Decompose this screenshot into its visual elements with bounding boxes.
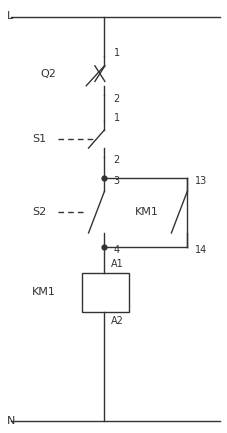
Text: 14: 14 — [195, 245, 207, 255]
Text: L: L — [7, 11, 13, 21]
Text: S2: S2 — [32, 207, 46, 217]
Text: A2: A2 — [111, 316, 124, 326]
Text: Q2: Q2 — [41, 69, 57, 80]
Text: 1: 1 — [114, 113, 120, 123]
Text: A1: A1 — [111, 259, 124, 269]
Text: 2: 2 — [114, 155, 120, 165]
Text: S1: S1 — [32, 134, 46, 145]
Text: 4: 4 — [114, 245, 120, 255]
Bar — [82, 273, 129, 312]
Text: N: N — [7, 416, 15, 426]
Text: KM1: KM1 — [32, 287, 56, 297]
Text: 13: 13 — [195, 176, 207, 186]
Text: 2: 2 — [114, 94, 120, 104]
Text: 3: 3 — [114, 176, 120, 186]
Text: KM1: KM1 — [135, 207, 159, 217]
Text: 1: 1 — [114, 48, 120, 58]
